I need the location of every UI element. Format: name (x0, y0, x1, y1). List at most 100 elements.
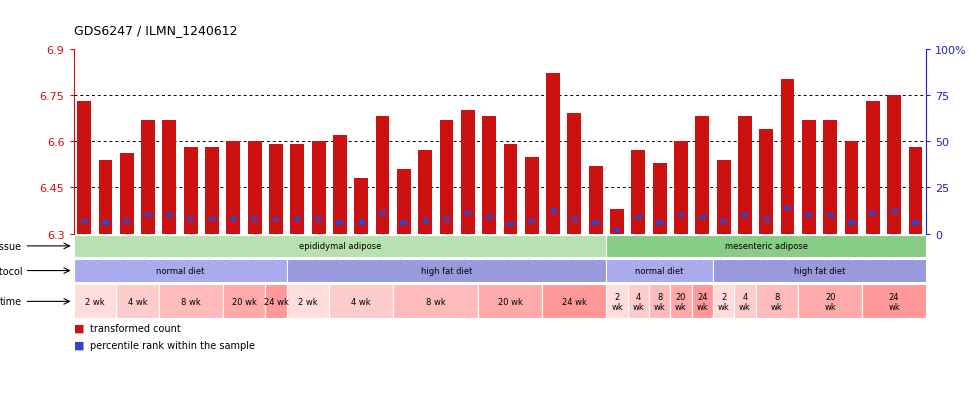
Bar (266, 285, 286, 318)
Bar (525, 157, 539, 234)
Bar (738, 117, 752, 234)
Bar (845, 142, 858, 234)
Bar (226, 142, 240, 234)
Bar (607, 285, 628, 318)
Text: ■: ■ (74, 340, 84, 350)
Bar (798, 285, 862, 318)
Bar (550, 210, 557, 214)
Bar (251, 217, 258, 221)
Bar (393, 285, 478, 318)
Bar (379, 212, 386, 216)
Bar (358, 221, 365, 225)
Bar (546, 74, 560, 234)
Text: 24 wk: 24 wk (264, 297, 288, 306)
Bar (696, 117, 710, 234)
Bar (887, 96, 901, 234)
Bar (869, 212, 876, 216)
Text: 2 wk: 2 wk (298, 297, 318, 306)
Text: 24
wk: 24 wk (697, 292, 709, 311)
Bar (102, 221, 109, 225)
Bar (823, 120, 837, 234)
Bar (716, 160, 730, 234)
Bar (802, 120, 815, 234)
Bar (712, 285, 734, 318)
Bar (187, 217, 194, 221)
Bar (592, 221, 599, 225)
Bar (674, 142, 688, 234)
Bar (528, 219, 535, 223)
Bar (567, 114, 581, 234)
Bar (355, 179, 368, 234)
Text: 8 wk: 8 wk (181, 297, 201, 306)
Bar (270, 145, 283, 234)
Bar (141, 120, 155, 234)
Text: ■: ■ (74, 323, 84, 333)
Bar (401, 221, 408, 225)
Bar (613, 228, 620, 233)
Bar (670, 285, 692, 318)
Bar (397, 169, 411, 234)
Bar (465, 212, 471, 216)
Text: 4 wk: 4 wk (127, 297, 147, 306)
Bar (294, 217, 301, 221)
Bar (653, 163, 666, 234)
Bar (589, 166, 603, 234)
Text: GDS6247 / ILMN_1240612: GDS6247 / ILMN_1240612 (74, 24, 237, 37)
Bar (827, 214, 834, 218)
Bar (482, 117, 496, 234)
Bar (123, 219, 130, 223)
Text: 4
wk: 4 wk (632, 292, 644, 311)
Bar (781, 80, 795, 234)
Text: transformed count: transformed count (90, 323, 181, 333)
Text: 8
wk: 8 wk (771, 292, 783, 311)
Bar (486, 215, 493, 219)
Bar (742, 214, 749, 218)
Bar (607, 260, 713, 282)
Text: 20 wk: 20 wk (231, 297, 257, 306)
Bar (657, 221, 663, 225)
Bar (333, 135, 347, 234)
Bar (504, 145, 517, 234)
Text: 20 wk: 20 wk (498, 297, 523, 306)
Bar (848, 221, 855, 225)
Text: 4
wk: 4 wk (739, 292, 751, 311)
Bar (762, 217, 769, 221)
Bar (627, 285, 649, 318)
Text: protocol: protocol (0, 266, 23, 276)
Bar (209, 217, 216, 221)
Bar (756, 285, 798, 318)
Bar (159, 285, 222, 318)
Bar (699, 215, 706, 219)
Bar (461, 111, 474, 234)
Bar (421, 219, 428, 223)
Text: time: time (0, 297, 23, 306)
Text: 20
wk: 20 wk (824, 292, 836, 311)
Bar (478, 285, 543, 318)
Bar (272, 217, 279, 221)
Text: normal diet: normal diet (635, 266, 684, 275)
Bar (74, 285, 116, 318)
Bar (184, 148, 198, 234)
Bar (74, 235, 607, 258)
Bar (418, 151, 432, 234)
Bar (80, 219, 87, 223)
Bar (862, 285, 926, 318)
Text: mesenteric adipose: mesenteric adipose (725, 242, 808, 251)
Bar (222, 285, 266, 318)
Text: tissue: tissue (0, 241, 23, 251)
Text: 8 wk: 8 wk (426, 297, 446, 306)
Text: 20
wk: 20 wk (675, 292, 687, 311)
Bar (145, 214, 152, 218)
Bar (316, 217, 322, 221)
Bar (607, 235, 926, 258)
Text: epididymal adipose: epididymal adipose (299, 242, 381, 251)
Bar (440, 120, 454, 234)
Bar (631, 151, 645, 234)
Bar (635, 215, 642, 219)
Text: high fat diet: high fat diet (420, 266, 472, 275)
Text: 24
wk: 24 wk (888, 292, 900, 311)
Bar (611, 209, 624, 234)
Text: 24 wk: 24 wk (562, 297, 587, 306)
Text: 8
wk: 8 wk (654, 292, 665, 311)
Bar (912, 221, 919, 225)
